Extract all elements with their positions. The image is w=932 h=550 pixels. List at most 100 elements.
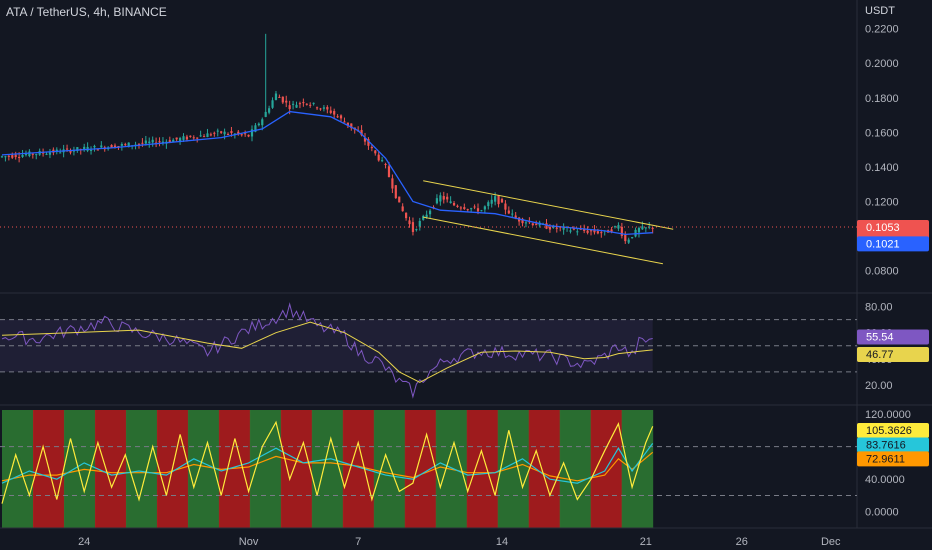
candle-body [93, 145, 96, 148]
ema-line [1, 110, 653, 236]
candle-body [96, 149, 99, 151]
candle-body [422, 215, 425, 220]
time-tick-label: 26 [736, 536, 748, 548]
price-tick-label: 0.2000 [865, 58, 899, 70]
candle-body [500, 199, 504, 203]
oscillator-mid-tag-bg [857, 437, 929, 453]
candle-body [206, 133, 209, 138]
candle-body [11, 155, 14, 158]
candle-body [83, 146, 86, 150]
candle-body [312, 102, 315, 104]
candle-body [514, 215, 517, 219]
candle-body [624, 234, 627, 242]
candle-body [637, 228, 641, 233]
oscillator-mid-line [1, 443, 654, 484]
candle-body [428, 210, 432, 215]
oscillator-band-red [404, 410, 437, 528]
oscillator-band-green [311, 410, 344, 528]
price-tick-label: 0.2200 [865, 24, 899, 36]
candle-body [72, 150, 76, 152]
candle-body [7, 155, 10, 157]
candle-body [360, 129, 363, 136]
candle-body [48, 152, 52, 155]
candle-body [274, 93, 278, 100]
candle-body [268, 108, 271, 113]
candle-body [370, 147, 373, 149]
candle-body [511, 213, 514, 215]
candle-body [69, 150, 72, 153]
candle-body [117, 146, 120, 148]
candle-body [113, 145, 117, 149]
candle-body [244, 133, 247, 135]
price-tick-label: 0.1800 [865, 93, 899, 105]
candle-body [449, 201, 452, 204]
price-pane [0, 33, 857, 265]
candle-body [439, 195, 442, 202]
candle-body [600, 232, 603, 234]
candle-body [158, 141, 161, 143]
candle-body [394, 185, 397, 199]
candle-body [14, 154, 17, 158]
candle-body [226, 133, 230, 135]
candle-body [377, 154, 380, 161]
candle-body [339, 115, 343, 119]
candle-body [59, 152, 62, 154]
candle-body [470, 208, 473, 210]
candle-body [641, 226, 644, 230]
candle-body [466, 209, 469, 211]
channel-upper-line [423, 180, 674, 230]
candle-body [329, 110, 332, 113]
candle-body [65, 148, 69, 150]
candle-body [452, 203, 456, 206]
oscillator-fast-tag: 105.3626 [857, 422, 929, 438]
candle-body [521, 218, 524, 224]
candle-body [627, 239, 630, 243]
candle-body [408, 220, 411, 225]
candle-body [315, 107, 319, 109]
candle-body [124, 144, 127, 146]
candle-body [185, 136, 189, 140]
candle-body [548, 227, 552, 230]
candle-body [278, 96, 281, 98]
candle-body [494, 196, 497, 202]
candle-body [391, 178, 394, 189]
candle-body [100, 145, 103, 148]
candle-body [487, 202, 490, 207]
candle-body [613, 226, 617, 228]
last-price-tag-text: 0.1053 [866, 222, 900, 234]
candle-body [531, 223, 534, 226]
candle-body [223, 131, 226, 135]
oscillator-slow-tag: 72.9611 [857, 451, 929, 467]
candle-body [250, 129, 254, 137]
candle-body [213, 132, 216, 134]
candle-body [18, 156, 21, 158]
candle-body [459, 207, 462, 209]
candle-body [288, 105, 291, 110]
candle-body [648, 226, 651, 228]
candle-body [456, 205, 459, 207]
rsi-value-tag-text: 55.54 [866, 331, 894, 343]
ema-value-tag: 0.1021 [857, 236, 929, 252]
price-unit: USDT [865, 5, 895, 17]
rsi-tick-label: 80.00 [865, 302, 893, 314]
candle-body [620, 226, 623, 236]
time-tick-label: 24 [78, 536, 90, 548]
candle-body [644, 227, 647, 229]
candle-body [24, 154, 28, 156]
candle-body [302, 102, 305, 104]
candle-body [579, 228, 582, 230]
candle-body [257, 123, 260, 126]
candle-body [141, 142, 144, 144]
candle-body [309, 104, 312, 106]
candle-body [247, 134, 250, 137]
value-tags: 0.105302:04:060.102155.5446.77105.362683… [857, 219, 929, 467]
oscillator-background [2, 410, 654, 528]
candle-body [41, 152, 45, 154]
ema-value-tag-bg [857, 236, 929, 252]
candle-body [127, 142, 130, 148]
candle-body [326, 107, 329, 110]
candle-body [617, 225, 620, 229]
rsi-tick-label: 20.00 [865, 380, 893, 392]
candle-body [298, 103, 302, 105]
